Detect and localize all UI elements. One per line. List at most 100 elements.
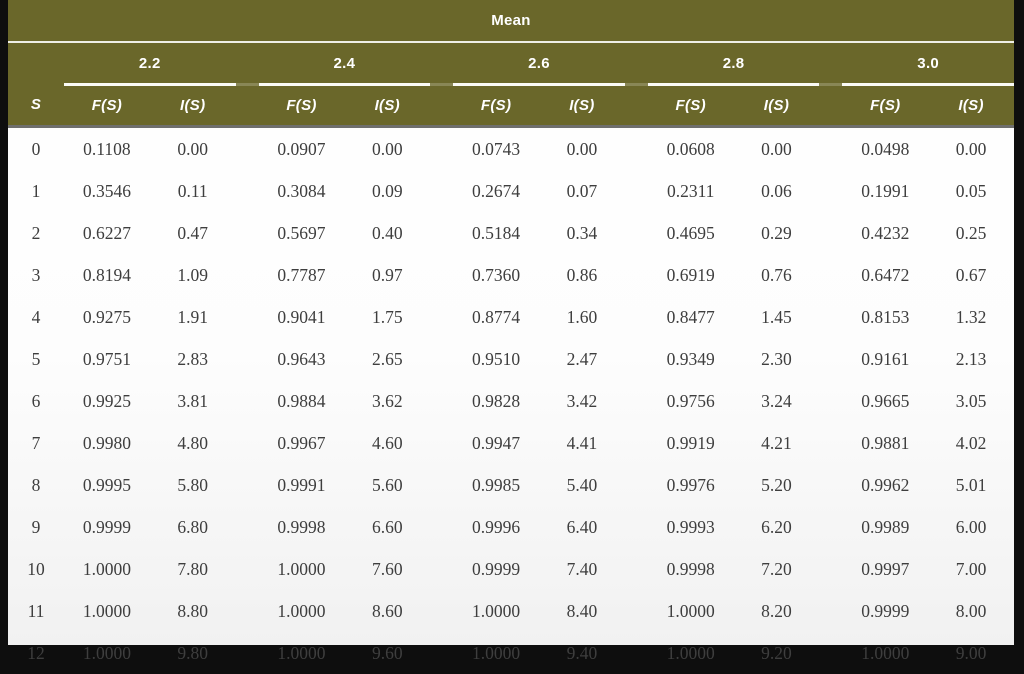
i-of-s-value-cell: 4.60 xyxy=(344,422,430,464)
f-of-s-value-cell: 0.4695 xyxy=(648,212,734,254)
f-of-s-value-cell: 0.0743 xyxy=(453,127,539,171)
f-of-s-value-cell: 0.4232 xyxy=(842,212,928,254)
f-of-s-value-cell: 0.7360 xyxy=(453,254,539,296)
f-of-s-value-cell: 0.9976 xyxy=(648,464,734,506)
f-of-s-value-cell: 0.9884 xyxy=(259,380,345,422)
i-of-s-value-cell: 1.75 xyxy=(344,296,430,338)
i-of-s-value-cell: 0.00 xyxy=(344,127,430,171)
spacer-cell xyxy=(236,590,259,632)
spacer-cell xyxy=(236,254,259,296)
spacer-cell xyxy=(819,380,842,422)
spacer-cell xyxy=(819,464,842,506)
f-of-s-value-cell: 1.0000 xyxy=(259,548,345,590)
i-of-s-value-cell: 0.97 xyxy=(344,254,430,296)
mean-header-row: Mean xyxy=(8,0,1014,42)
spacer-cell xyxy=(430,212,453,254)
i-of-s-value-cell: 5.20 xyxy=(734,464,820,506)
spacer-cell xyxy=(236,338,259,380)
group-spacer xyxy=(236,42,259,85)
i-of-s-value-cell: 0.40 xyxy=(344,212,430,254)
i-of-s-value-cell: 2.47 xyxy=(539,338,625,380)
i-of-s-value-cell: 7.60 xyxy=(344,548,430,590)
spacer-cell xyxy=(819,632,842,674)
i-of-s-value-cell: 3.05 xyxy=(928,380,1014,422)
f-of-s-value-cell: 0.9997 xyxy=(842,548,928,590)
f-of-s-value-cell: 0.9995 xyxy=(64,464,150,506)
f-of-s-value-cell: 0.0608 xyxy=(648,127,734,171)
f-of-s-value-cell: 0.1108 xyxy=(64,127,150,171)
i-of-s-value-cell: 5.60 xyxy=(344,464,430,506)
i-of-s-value-cell: 7.00 xyxy=(928,548,1014,590)
spacer-cell xyxy=(236,422,259,464)
f-of-s-value-cell: 1.0000 xyxy=(648,632,734,674)
f-of-s-value-cell: 1.0000 xyxy=(259,632,345,674)
spacer-cell xyxy=(625,170,648,212)
i-of-s-value-cell: 2.83 xyxy=(150,338,236,380)
spacer-cell xyxy=(430,548,453,590)
spacer-cell xyxy=(819,254,842,296)
f-of-s-value-cell: 0.8477 xyxy=(648,296,734,338)
f-of-s-value-cell: 0.3084 xyxy=(259,170,345,212)
spacer-cell xyxy=(430,506,453,548)
i-of-s-header: I(S) xyxy=(928,85,1014,127)
group-spacer xyxy=(430,42,453,85)
spacer-cell xyxy=(819,85,842,127)
i-of-s-value-cell: 6.00 xyxy=(928,506,1014,548)
i-of-s-value-cell: 0.00 xyxy=(150,127,236,171)
f-of-s-value-cell: 1.0000 xyxy=(648,590,734,632)
group-header-2-6: 2.6 xyxy=(453,42,625,85)
subheader-row: S F(S) I(S) F(S) I(S) F(S) I(S) F(S) I(S… xyxy=(8,85,1014,127)
group-header-2-2: 2.2 xyxy=(64,42,236,85)
spacer-cell xyxy=(236,170,259,212)
spacer-cell xyxy=(819,506,842,548)
spacer-cell xyxy=(819,338,842,380)
i-of-s-value-cell: 5.80 xyxy=(150,464,236,506)
i-of-s-value-cell: 8.80 xyxy=(150,590,236,632)
f-of-s-value-cell: 0.9751 xyxy=(64,338,150,380)
i-of-s-value-cell: 5.01 xyxy=(928,464,1014,506)
f-of-s-value-cell: 0.9967 xyxy=(259,422,345,464)
i-of-s-value-cell: 0.07 xyxy=(539,170,625,212)
spacer-cell xyxy=(236,632,259,674)
f-of-s-value-cell: 0.9998 xyxy=(648,548,734,590)
f-of-s-value-cell: 0.9510 xyxy=(453,338,539,380)
i-of-s-value-cell: 0.25 xyxy=(928,212,1014,254)
f-of-s-value-cell: 0.2674 xyxy=(453,170,539,212)
f-of-s-value-cell: 1.0000 xyxy=(64,590,150,632)
i-of-s-value-cell: 1.60 xyxy=(539,296,625,338)
spacer-cell xyxy=(625,254,648,296)
spacer-cell xyxy=(236,127,259,171)
f-of-s-value-cell: 0.9041 xyxy=(259,296,345,338)
i-of-s-value-cell: 0.34 xyxy=(539,212,625,254)
i-of-s-value-cell: 3.81 xyxy=(150,380,236,422)
f-of-s-value-cell: 0.1991 xyxy=(842,170,928,212)
f-of-s-header: F(S) xyxy=(64,85,150,127)
f-of-s-value-cell: 0.9643 xyxy=(259,338,345,380)
i-of-s-value-cell: 8.00 xyxy=(928,590,1014,632)
f-of-s-value-cell: 0.0907 xyxy=(259,127,345,171)
f-of-s-value-cell: 0.6227 xyxy=(64,212,150,254)
f-of-s-header: F(S) xyxy=(842,85,928,127)
i-of-s-value-cell: 1.09 xyxy=(150,254,236,296)
i-of-s-value-cell: 6.20 xyxy=(734,506,820,548)
i-of-s-value-cell: 3.62 xyxy=(344,380,430,422)
i-of-s-value-cell: 0.00 xyxy=(539,127,625,171)
i-of-s-value-cell: 1.91 xyxy=(150,296,236,338)
spacer-cell xyxy=(430,254,453,296)
spacer-cell xyxy=(625,85,648,127)
i-of-s-value-cell: 0.06 xyxy=(734,170,820,212)
spacer-cell xyxy=(625,506,648,548)
s-value-cell: 1 xyxy=(8,170,64,212)
f-of-s-value-cell: 0.9999 xyxy=(64,506,150,548)
group-spacer xyxy=(625,42,648,85)
f-of-s-value-cell: 0.6919 xyxy=(648,254,734,296)
i-of-s-value-cell: 9.20 xyxy=(734,632,820,674)
spacer-cell xyxy=(430,464,453,506)
spacer-cell xyxy=(819,590,842,632)
i-of-s-header: I(S) xyxy=(344,85,430,127)
spacer-cell xyxy=(819,127,842,171)
